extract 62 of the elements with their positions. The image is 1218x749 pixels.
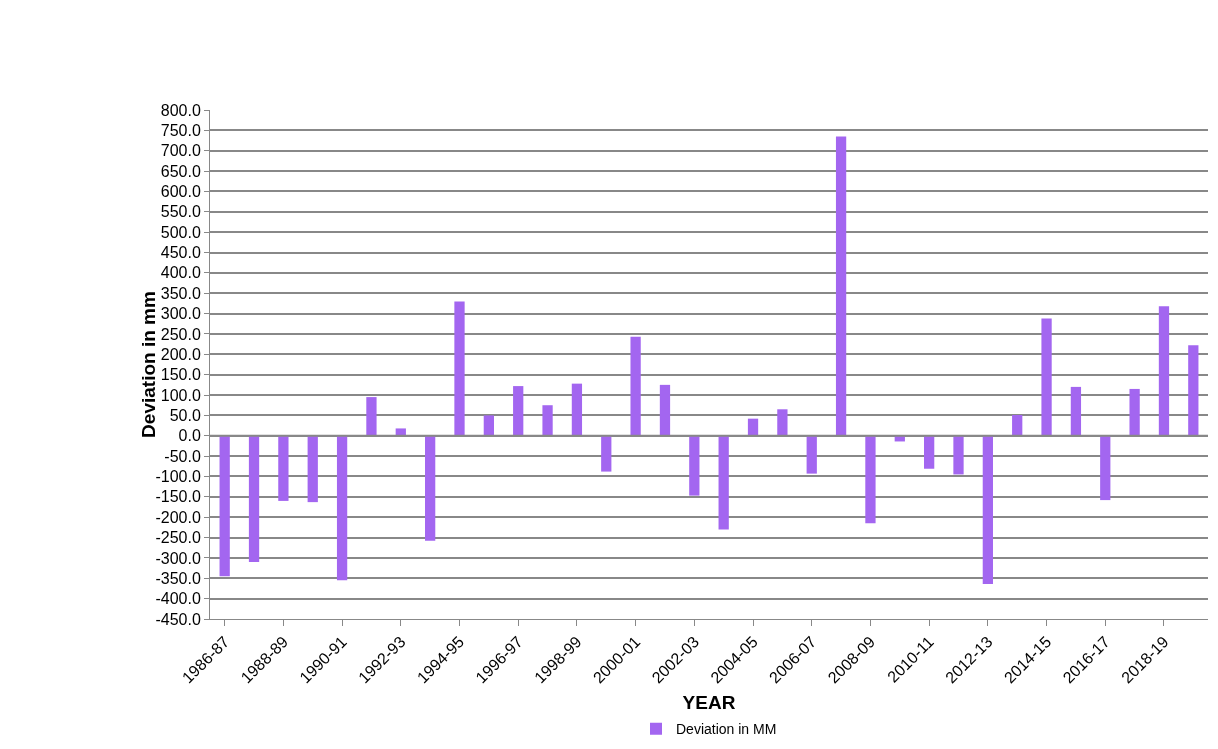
y-tick-label: 750.0 <box>160 121 201 139</box>
y-tick-label: -450.0 <box>155 610 201 628</box>
y-tick-label: 200.0 <box>160 345 201 363</box>
bar <box>454 301 465 436</box>
y-tick-label: 650.0 <box>160 162 201 180</box>
bar <box>1070 386 1082 436</box>
bar <box>483 415 494 436</box>
bar <box>1041 318 1052 436</box>
y-tick-label: 100.0 <box>160 386 201 404</box>
bar <box>395 428 406 436</box>
y-axis-title: Deviation in mm <box>137 291 159 438</box>
bar <box>659 384 671 436</box>
y-tick-label: 250.0 <box>160 325 201 343</box>
y-tick-label: 0.0 <box>178 427 201 445</box>
y-tick-label: -250.0 <box>155 529 201 547</box>
y-tick-label: -100.0 <box>155 468 201 486</box>
x-axis-title: YEAR <box>682 692 736 714</box>
bar <box>425 435 436 541</box>
bar <box>777 409 788 436</box>
y-tick-label: 400.0 <box>160 264 201 282</box>
bar <box>336 435 348 581</box>
bar <box>630 336 641 436</box>
bar <box>1012 414 1023 436</box>
y-tick-label: 350.0 <box>160 284 201 302</box>
y-tick-label: -300.0 <box>155 549 201 567</box>
bar <box>542 405 553 436</box>
bar <box>278 435 289 501</box>
legend-label: Deviation in MM <box>676 721 777 738</box>
bar <box>366 397 377 436</box>
y-tick-label: -200.0 <box>155 508 201 526</box>
y-tick-label: -400.0 <box>155 590 201 608</box>
bar <box>1158 306 1170 436</box>
y-tick-label: 700.0 <box>160 142 201 160</box>
y-tick-label: 500.0 <box>160 223 201 241</box>
y-tick-label: 450.0 <box>160 244 201 262</box>
y-tick-label: 600.0 <box>160 183 201 201</box>
bar <box>835 136 847 436</box>
bar <box>865 435 876 524</box>
bar <box>953 435 964 475</box>
bar <box>248 435 260 562</box>
y-tick-label: -150.0 <box>155 488 201 506</box>
y-tick-label: -50.0 <box>164 447 201 465</box>
y-tick-label: 300.0 <box>160 305 201 323</box>
y-tick-label: 550.0 <box>160 203 201 221</box>
bar <box>307 435 318 503</box>
bar <box>1100 435 1111 501</box>
bar <box>689 435 700 496</box>
bar <box>1188 345 1199 436</box>
bar <box>1129 388 1140 436</box>
bar <box>806 435 817 474</box>
bar <box>718 435 729 530</box>
bar <box>601 435 612 472</box>
y-tick-label: -350.0 <box>155 569 201 587</box>
bar <box>982 435 993 584</box>
bar <box>747 418 759 436</box>
y-tick-label: 50.0 <box>169 407 201 424</box>
y-tick-label: 150.0 <box>160 366 201 384</box>
bar <box>571 383 583 436</box>
bar <box>219 435 230 577</box>
bar <box>924 435 935 469</box>
bar <box>513 386 524 436</box>
y-tick-label: 800.0 <box>160 101 201 119</box>
